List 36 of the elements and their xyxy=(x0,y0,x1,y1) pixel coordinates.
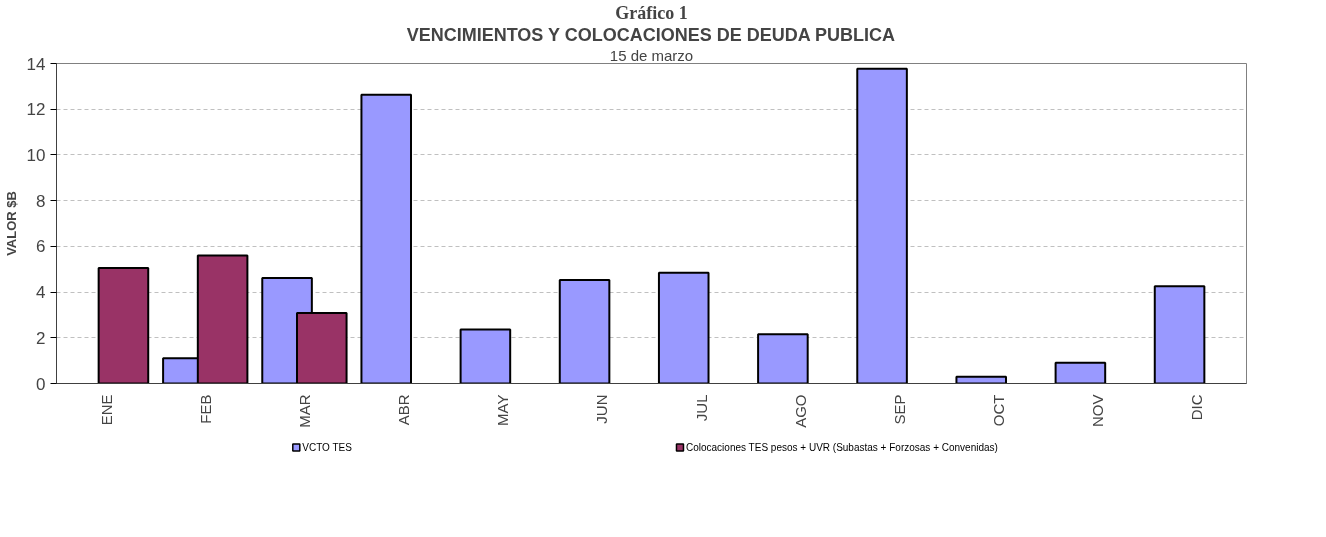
y-tick-label: 14 xyxy=(26,54,46,74)
bar xyxy=(459,328,512,384)
bar xyxy=(558,278,611,384)
x-tick-label: AGO xyxy=(791,394,809,428)
y-tick-label: 10 xyxy=(26,145,46,165)
legend-label: VCTO TES xyxy=(302,442,353,453)
x-tick-label: MAY xyxy=(494,394,512,426)
bar xyxy=(856,67,908,384)
x-tick-label: MAR xyxy=(295,394,313,428)
x-tick-label: DIC xyxy=(1188,394,1206,421)
bar xyxy=(1153,285,1206,384)
y-tick-label: 4 xyxy=(36,283,46,303)
text: Gráfico 1 xyxy=(615,2,688,23)
bar xyxy=(757,333,809,384)
x-tick-label: FEB xyxy=(196,394,214,424)
x-tick-label: JUN xyxy=(593,394,611,424)
x-tick-label: NOV xyxy=(1089,394,1107,427)
x-tick-label: ENE xyxy=(97,394,115,426)
bar xyxy=(1054,361,1107,384)
y-tick-label: 2 xyxy=(36,328,46,348)
y-tick-label: 0 xyxy=(36,374,46,394)
y-axis-title: VALOR $B xyxy=(3,191,19,256)
x-tick-label: ABR xyxy=(395,394,413,426)
legend-label: Colocaciones TES pesos + UVR (Subastas + Forzosas + Convenidas) xyxy=(685,442,998,453)
y-tick-label: 8 xyxy=(36,191,46,211)
bar xyxy=(360,93,413,384)
chart-title: VENCIMIENTOS Y COLOCACIONES DE DEUDA PUBLICA xyxy=(406,24,896,45)
bar xyxy=(955,375,1008,384)
bar xyxy=(657,271,710,384)
y-tick-label: 12 xyxy=(26,100,46,120)
x-tick-label: OCT xyxy=(990,394,1008,427)
y-tick-label: 6 xyxy=(36,237,46,257)
bar xyxy=(97,267,150,384)
x-tick-label: SEP xyxy=(890,394,908,425)
chart-subtitle: 15 de marzo xyxy=(609,46,694,64)
x-tick-label: JUL xyxy=(692,394,710,422)
